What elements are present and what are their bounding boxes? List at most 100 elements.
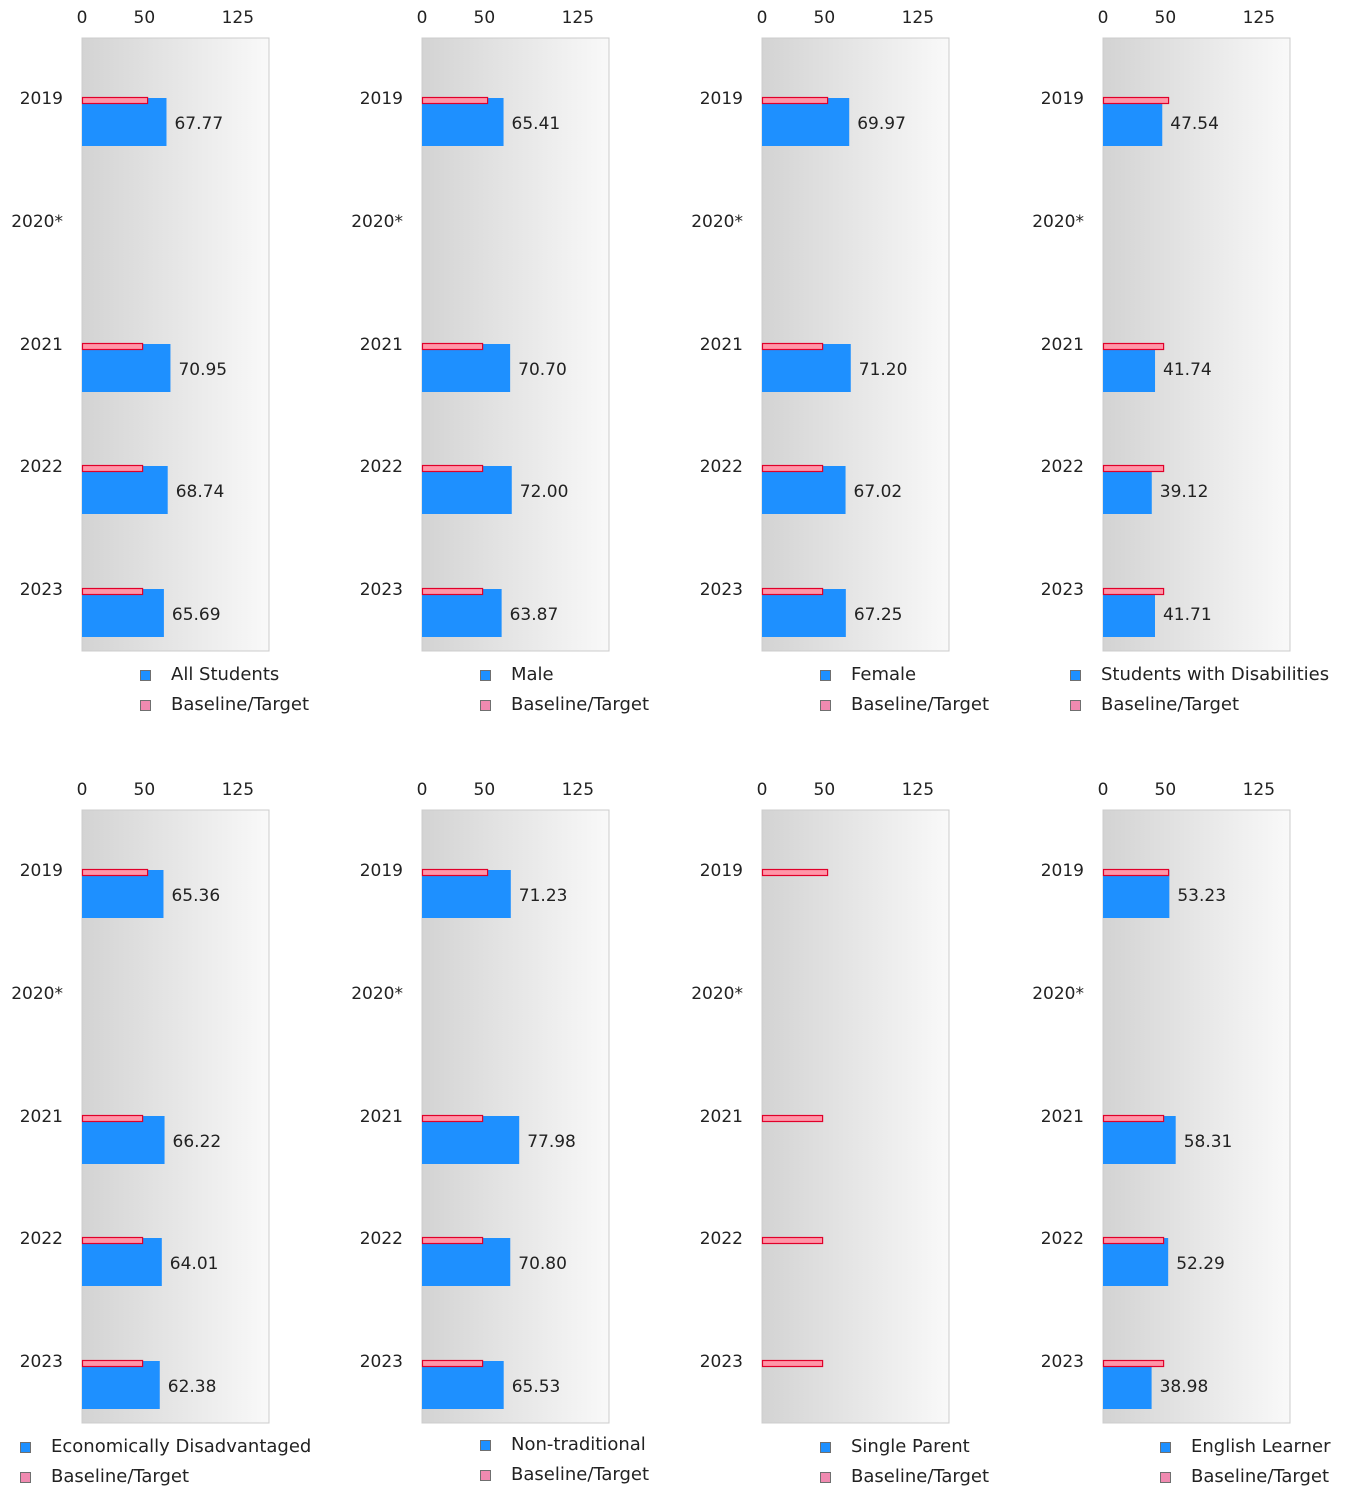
target-bar <box>1102 1359 1165 1368</box>
x-tick-label: 50 <box>474 780 496 800</box>
data-label: 69.97 <box>857 114 906 134</box>
x-tick-label: 0 <box>1098 8 1109 28</box>
category-label: 2023 <box>1041 1352 1084 1372</box>
x-tick-label: 50 <box>134 780 156 800</box>
x-tick-label: 0 <box>417 8 428 28</box>
x-tick-label: 50 <box>814 780 836 800</box>
target-bar <box>81 587 144 596</box>
bar <box>762 589 846 637</box>
chart-svg: 0 50 125 2019 65.36 2020* 2021 66.22 2022 64.01 20… <box>11 780 270 1424</box>
target-bar <box>81 96 149 105</box>
legend-label: Non-traditional <box>511 1434 646 1455</box>
target-bar <box>761 868 829 877</box>
bar <box>82 589 164 637</box>
legend-label: Baseline/Target <box>851 1466 990 1487</box>
x-tick-label: 125 <box>1243 8 1275 28</box>
bar <box>762 466 846 514</box>
chart-svg: 0 50 125 2019 67.77 2020* 2021 70.95 2022 68.74 20… <box>11 8 270 652</box>
chart-svg: 0 50 125 2019 53.23 2020* 2021 58.31 2022 52.29 20… <box>1032 780 1291 1424</box>
bar <box>422 1361 504 1409</box>
legend-label: Baseline/Target <box>851 694 990 715</box>
legend-swatch <box>1070 700 1081 711</box>
legend-label: Students with Disabilities <box>1101 664 1330 685</box>
legend-label: Economically Disadvantaged <box>51 1436 312 1457</box>
x-tick-label: 125 <box>1243 780 1275 800</box>
bar <box>762 98 850 146</box>
bar <box>1103 1116 1176 1164</box>
category-label: 2021 <box>1041 335 1084 355</box>
target-bar <box>421 587 484 596</box>
legend-swatch <box>20 1442 31 1453</box>
target-bar <box>761 1359 824 1368</box>
data-label: 39.12 <box>1160 482 1209 502</box>
category-label: 2021 <box>1041 1107 1084 1127</box>
target-bar <box>421 1359 484 1368</box>
bar <box>82 870 164 918</box>
bar <box>422 98 504 146</box>
category-label: 2019 <box>1041 89 1084 109</box>
x-tick-label: 50 <box>814 8 836 28</box>
legend-swatch <box>820 1442 831 1453</box>
target-bar <box>421 342 484 351</box>
bar <box>422 589 502 637</box>
category-label: 2023 <box>360 1352 403 1372</box>
target-bar <box>81 1114 144 1123</box>
data-label: 71.23 <box>519 886 568 906</box>
category-label: 2019 <box>700 89 743 109</box>
target-bar <box>421 868 489 877</box>
x-tick-label: 125 <box>562 780 594 800</box>
category-label: 2021 <box>20 335 63 355</box>
bar <box>422 344 511 392</box>
category-label: 2020* <box>351 212 403 232</box>
target-bar <box>761 464 824 473</box>
bar <box>422 1238 511 1286</box>
data-label: 65.41 <box>512 114 561 134</box>
data-label: 53.23 <box>1177 886 1226 906</box>
category-label: 2020* <box>351 984 403 1004</box>
x-tick-label: 50 <box>474 8 496 28</box>
legend-swatch <box>820 1472 831 1483</box>
data-label: 65.36 <box>171 886 220 906</box>
target-bar <box>761 587 824 596</box>
data-label: 67.02 <box>854 482 903 502</box>
category-label: 2022 <box>1041 1229 1084 1249</box>
data-label: 41.74 <box>1163 360 1212 380</box>
x-tick-label: 125 <box>222 8 254 28</box>
category-label: 2022 <box>20 1229 63 1249</box>
data-label: 52.29 <box>1176 1254 1225 1274</box>
chart-svg: 0 50 125 2019 71.23 2020* 2021 77.98 2022 70.80 20… <box>351 780 610 1424</box>
category-label: 2019 <box>360 89 403 109</box>
legend-swatch <box>820 670 831 681</box>
target-bar <box>421 96 489 105</box>
chart-panel: 0 50 125 2019 65.41 2020* 2021 70.70 2022 72.00 20… <box>340 0 680 740</box>
legend-label: English Learner <box>1191 1436 1331 1457</box>
target-bar <box>421 464 484 473</box>
x-tick-label: 0 <box>77 780 88 800</box>
category-label: 2021 <box>20 1107 63 1127</box>
category-label: 2019 <box>20 89 63 109</box>
chart-svg: 0 50 125 2019 69.97 2020* 2021 71.20 2022 67.02 20… <box>691 8 950 652</box>
category-label: 2021 <box>700 335 743 355</box>
target-bar <box>81 342 144 351</box>
category-label: 2023 <box>700 1352 743 1372</box>
category-label: 2019 <box>700 861 743 881</box>
chart-svg: 0 50 125 2019 65.41 2020* 2021 70.70 2022 72.00 20… <box>351 8 610 652</box>
data-label: 65.53 <box>512 1377 561 1397</box>
bar <box>1103 870 1170 918</box>
category-label: 2022 <box>360 1229 403 1249</box>
data-label: 70.95 <box>178 360 227 380</box>
x-tick-label: 125 <box>902 780 934 800</box>
category-label: 2019 <box>360 861 403 881</box>
legend-label: Baseline/Target <box>511 1464 650 1485</box>
category-label: 2023 <box>20 1352 63 1372</box>
bar <box>1103 1238 1169 1286</box>
legend-label: Baseline/Target <box>51 1466 190 1487</box>
legend-label: Male <box>511 664 554 685</box>
chart-panel: 0 50 125 2019 47.54 2020* 2021 41.74 2022 39.12 20… <box>1021 0 1361 740</box>
category-label: 2022 <box>360 457 403 477</box>
chart-panel: 0 50 125 2019 69.97 2020* 2021 71.20 2022 67.02 20… <box>680 0 1020 740</box>
legend-swatch <box>1160 1472 1171 1483</box>
data-label: 67.77 <box>174 114 223 134</box>
target-bar <box>761 1236 824 1245</box>
target-bar <box>761 1114 824 1123</box>
